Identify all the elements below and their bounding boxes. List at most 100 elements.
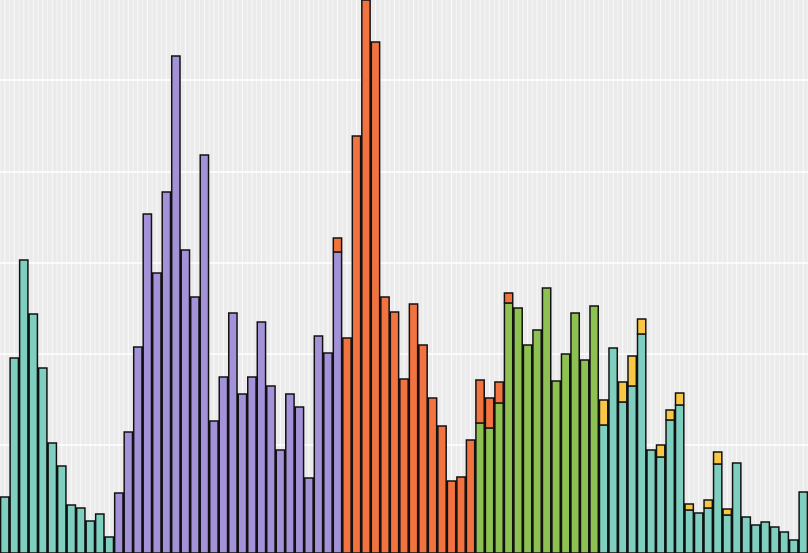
- bar-segment: [123, 431, 134, 553]
- bar-segment: [627, 355, 638, 387]
- bar-segment: [598, 399, 609, 426]
- bar-segment: [199, 154, 210, 553]
- bar-segment: [332, 251, 343, 553]
- bar-segment: [180, 249, 191, 553]
- bar-segment: [342, 337, 352, 553]
- bar-segment: [285, 393, 295, 553]
- bar-segment: [760, 521, 771, 553]
- bar-segment: [655, 444, 666, 458]
- bar-segment: [522, 344, 533, 553]
- bar-segment: [712, 463, 723, 553]
- bar-segment: [665, 419, 676, 553]
- bar-segment: [684, 509, 695, 553]
- bar-segment: [37, 367, 48, 553]
- bar-segment: [56, 465, 67, 553]
- bar-segment: [703, 507, 714, 553]
- bar-segment: [712, 451, 723, 465]
- bar-segment: [66, 504, 77, 553]
- bar-segment: [113, 492, 124, 553]
- bar-segment: [617, 401, 628, 553]
- bar-segment: [636, 318, 647, 335]
- bar-segment: [465, 439, 476, 553]
- bar-segment: [142, 213, 153, 553]
- bar-segment: [693, 512, 704, 553]
- bar-segment: [227, 312, 238, 553]
- bar-segment: [722, 508, 733, 516]
- bar-segment: [370, 41, 381, 553]
- bar-segment: [418, 344, 428, 553]
- bar-segment: [208, 420, 219, 553]
- bar-segment: [769, 526, 780, 553]
- bar-segment: [47, 442, 58, 553]
- bar-segment: [617, 381, 628, 403]
- bar-segment: [684, 503, 695, 511]
- bar-segment: [151, 272, 162, 553]
- bar-segment: [560, 353, 571, 553]
- bar-segment: [323, 352, 333, 553]
- bar-segment: [427, 397, 438, 553]
- bar-segment: [408, 303, 419, 553]
- bar-segment: [104, 536, 115, 553]
- bar-segment: [75, 507, 86, 553]
- bar-segment: [703, 499, 714, 509]
- bar-segment: [503, 292, 514, 304]
- bar-segment: [399, 378, 409, 553]
- bar-segment: [503, 302, 514, 553]
- bar-segment: [741, 516, 752, 553]
- bar-segment: [294, 406, 305, 553]
- bar-segment: [237, 393, 248, 553]
- bar-segment: [608, 347, 619, 553]
- bar-segment: [313, 335, 324, 553]
- bar-segment: [389, 311, 400, 553]
- bar-segment: [532, 329, 542, 553]
- bar-segment: [94, 513, 105, 553]
- bar-segment: [266, 385, 276, 553]
- bar-segment: [541, 287, 552, 553]
- bar-segment: [275, 449, 286, 553]
- bar-segment: [304, 477, 314, 553]
- bar-segment: [636, 333, 647, 553]
- bar-segment: [85, 520, 96, 553]
- bar-segment: [646, 449, 657, 553]
- bar-segment: [598, 424, 609, 553]
- bar-segment: [788, 539, 799, 553]
- bar-segment: [170, 55, 181, 553]
- bar-segment: [28, 313, 39, 553]
- bar-segment: [674, 404, 685, 553]
- bar-segment: [351, 135, 362, 553]
- bar-segment: [475, 379, 485, 424]
- bar-segment: [218, 376, 229, 553]
- bar-segment: [513, 307, 523, 553]
- bar-segment: [0, 496, 10, 553]
- bar-segment: [247, 376, 257, 553]
- bar-segment: [446, 480, 457, 553]
- bar-segment: [627, 385, 638, 553]
- bar-segment: [256, 321, 267, 553]
- bar-segment: [551, 380, 561, 553]
- bar-segment: [494, 402, 504, 553]
- bar-segment: [484, 397, 495, 429]
- bar-segment: [494, 381, 504, 404]
- bar-segment: [579, 359, 590, 553]
- bar-segment: [18, 259, 29, 553]
- bar-segment: [655, 456, 666, 553]
- bar-segment: [475, 422, 485, 553]
- bar-segment: [731, 462, 742, 553]
- bar-segment: [332, 237, 343, 253]
- bar-segment: [589, 305, 600, 553]
- bar-segment: [456, 476, 466, 553]
- bar-segment: [674, 392, 685, 406]
- bar-segment: [380, 296, 390, 553]
- bar-segment: [161, 191, 172, 553]
- bar-segment: [798, 491, 808, 553]
- bar-segment: [570, 312, 581, 553]
- bar-segment: [750, 524, 761, 553]
- bar-segment: [779, 531, 790, 553]
- bar-segment: [9, 357, 20, 553]
- bar-segment: [189, 296, 200, 553]
- bar-segment: [437, 425, 447, 553]
- bar-segment: [484, 427, 495, 553]
- bar-segment: [722, 514, 733, 553]
